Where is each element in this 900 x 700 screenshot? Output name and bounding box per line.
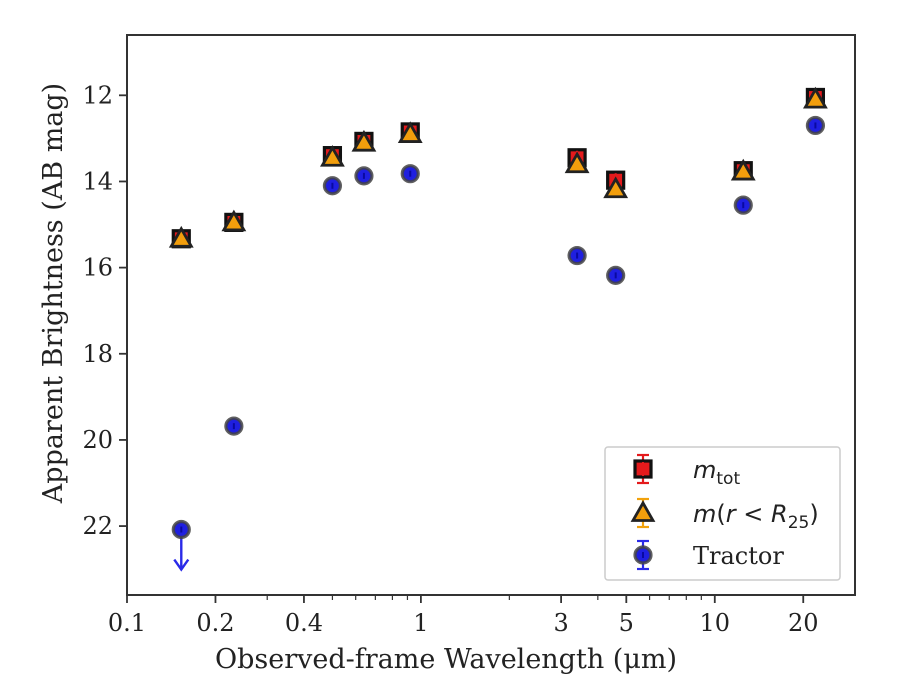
legend-label-paren: ( (716, 500, 725, 528)
plot-frame (126, 34, 856, 596)
legend-label-lt: < (736, 500, 771, 528)
legend-label: mtot (693, 456, 740, 489)
data-point-circle (733, 195, 753, 215)
y-tick-label: 12 (82, 81, 113, 109)
legend-label-R: R (771, 500, 788, 528)
x-tick-label: 1 (413, 609, 428, 637)
data-point-circle (805, 115, 826, 136)
triangle-marker (397, 121, 423, 143)
data-point-circle (606, 265, 626, 285)
upper-limit-head (173, 558, 190, 572)
legend-label-sub: 25 (788, 513, 810, 533)
x-tick-label: 10 (700, 609, 731, 637)
legend-entry: m(r < R25) (630, 497, 819, 533)
data-point-triangle (221, 209, 247, 232)
y-tick-label: 14 (82, 167, 113, 195)
triangle-marker (320, 144, 345, 167)
legend-box (604, 446, 841, 581)
legend-label: m(r < R25) (693, 500, 819, 533)
triangle-marker (630, 500, 656, 522)
legend-marker (633, 545, 653, 565)
chart-marks (168, 86, 828, 572)
x-tick-label: 3 (553, 609, 568, 637)
data-point-triangle (397, 121, 423, 143)
legend-marker (633, 459, 653, 479)
data-point-triangle (351, 129, 377, 152)
x-tick-label: 0.2 (196, 609, 234, 637)
y-tick-label: 16 (82, 254, 113, 282)
x-tick-label: 20 (788, 609, 819, 637)
legend-entry: mtot (633, 453, 740, 489)
triangle-marker (351, 129, 377, 152)
y-tick-label: 20 (82, 426, 113, 454)
chart-axes: 0.1 0.2 0.4 1 3 5 10 20 12 14 16 18 20 22 Observed-fra… (38, 34, 856, 675)
triangle-marker (803, 86, 828, 109)
triangle-marker (730, 158, 756, 181)
data-point-triangle (730, 158, 756, 181)
x-axis-label: Observed-frame Wavelength (μm) (215, 644, 677, 675)
data-point-triangle (168, 225, 194, 248)
data-point-circle (171, 519, 191, 540)
data-point-triangle (803, 86, 828, 109)
y-tick-label: 22 (82, 512, 113, 540)
data-point-circle (400, 164, 420, 184)
triangle-marker (168, 225, 194, 248)
y-tick-label: 18 (82, 340, 113, 368)
legend-label-r: r (726, 500, 738, 528)
y-axis-label: Apparent Brightness (AB mag) (38, 83, 69, 504)
x-tick-label: 0.4 (285, 609, 323, 637)
legend-label-suffix: ) (809, 500, 818, 528)
legend-label-main: m (693, 456, 716, 484)
legend-entry: Tractor (633, 539, 784, 571)
legend-label: Tractor (693, 542, 784, 570)
triangle-marker (564, 151, 590, 174)
triangle-marker (603, 176, 629, 199)
triangle-marker (221, 209, 247, 232)
data-point-circle (322, 176, 343, 196)
data-point-triangle (603, 176, 629, 199)
data-point-triangle (564, 151, 590, 174)
data-point-triangle (320, 144, 345, 167)
data-point-circle (224, 416, 244, 436)
legend-label-sub: tot (716, 469, 740, 489)
x-tick-label: 0.1 (108, 609, 146, 637)
legend-label-main: m (693, 500, 716, 528)
data-point-circle (354, 166, 374, 186)
data-point-circle (567, 245, 587, 266)
x-tick-label: 5 (619, 609, 634, 637)
legend-marker (630, 500, 656, 522)
